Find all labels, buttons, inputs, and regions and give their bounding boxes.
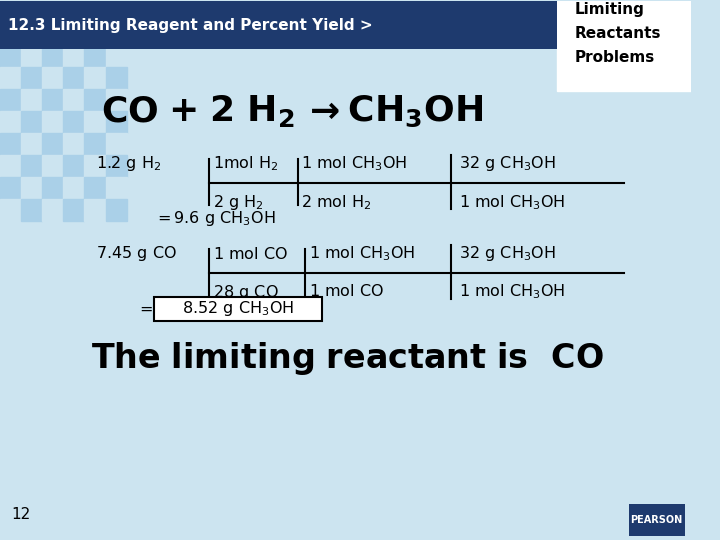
Bar bbox=[21, 133, 42, 155]
Text: $1.2\ \mathrm{g\ H_2}$: $1.2\ \mathrm{g\ H_2}$ bbox=[96, 154, 161, 173]
Bar bbox=[63, 67, 84, 89]
Text: $=$: $=$ bbox=[136, 300, 153, 317]
Bar bbox=[63, 111, 84, 133]
Bar bbox=[0, 177, 21, 199]
Bar bbox=[21, 23, 42, 45]
Bar bbox=[63, 155, 84, 177]
Bar bbox=[106, 155, 127, 177]
Bar bbox=[21, 111, 42, 133]
Bar bbox=[21, 199, 42, 221]
Bar bbox=[63, 89, 84, 111]
Text: Problems: Problems bbox=[574, 50, 654, 65]
Text: $28\ \mathrm{g\ CO}$: $28\ \mathrm{g\ CO}$ bbox=[213, 282, 279, 302]
Text: $1\ \mathrm{mol\ CO}$: $1\ \mathrm{mol\ CO}$ bbox=[213, 246, 288, 262]
Bar bbox=[42, 1, 63, 23]
Bar bbox=[84, 23, 106, 45]
Text: $= 9.6\ \mathrm{g\ CH_3OH}$: $= 9.6\ \mathrm{g\ CH_3OH}$ bbox=[153, 210, 275, 228]
Bar bbox=[84, 199, 106, 221]
Bar bbox=[21, 45, 42, 67]
Text: $7.45\ \mathrm{g\ CO}$: $7.45\ \mathrm{g\ CO}$ bbox=[96, 244, 177, 262]
Bar bbox=[106, 177, 127, 199]
Text: $\mathbf{\rightarrow}$: $\mathbf{\rightarrow}$ bbox=[302, 94, 340, 128]
Bar bbox=[0, 45, 21, 67]
Bar bbox=[106, 111, 127, 133]
Text: $\mathbf{+ \ 2 \ H_2}$: $\mathbf{+ \ 2 \ H_2}$ bbox=[168, 93, 295, 129]
Bar bbox=[0, 111, 21, 133]
Bar bbox=[629, 504, 685, 536]
Text: $8.52\ \mathrm{g\ CH_3OH}$: $8.52\ \mathrm{g\ CH_3OH}$ bbox=[181, 299, 294, 318]
Bar bbox=[557, 1, 691, 91]
Bar bbox=[84, 177, 106, 199]
Bar bbox=[106, 67, 127, 89]
Bar bbox=[42, 177, 63, 199]
Bar bbox=[63, 23, 84, 45]
Bar bbox=[42, 45, 63, 67]
Bar bbox=[42, 89, 63, 111]
Bar bbox=[63, 133, 84, 155]
Bar bbox=[84, 89, 106, 111]
Bar bbox=[84, 111, 106, 133]
Text: $1\mathrm{mol\ H_2}$: $1\mathrm{mol\ H_2}$ bbox=[213, 154, 279, 173]
Bar bbox=[106, 199, 127, 221]
Bar bbox=[84, 1, 106, 23]
Bar bbox=[106, 1, 127, 23]
Bar bbox=[0, 1, 557, 49]
Text: PEARSON: PEARSON bbox=[631, 515, 683, 525]
Text: $2\ \mathrm{mol\ H_2}$: $2\ \mathrm{mol\ H_2}$ bbox=[302, 193, 372, 212]
Bar bbox=[42, 199, 63, 221]
Bar bbox=[0, 199, 21, 221]
Text: $2\ \mathrm{g\ H_2}$: $2\ \mathrm{g\ H_2}$ bbox=[213, 193, 264, 212]
Bar bbox=[0, 67, 21, 89]
Text: $1\ \mathrm{mol\ CH_3OH}$: $1\ \mathrm{mol\ CH_3OH}$ bbox=[302, 154, 408, 173]
Text: $\mathbf{CO}$: $\mathbf{CO}$ bbox=[101, 94, 158, 128]
Bar bbox=[21, 155, 42, 177]
Text: Limiting: Limiting bbox=[574, 2, 644, 17]
Bar bbox=[106, 23, 127, 45]
Text: $\mathbf{The\ limiting\ reactant\ is}$  $\mathbf{CO}$: $\mathbf{The\ limiting\ reactant\ is}$ $… bbox=[91, 340, 604, 377]
Bar bbox=[84, 155, 106, 177]
Bar bbox=[0, 23, 21, 45]
Bar bbox=[106, 89, 127, 111]
Bar bbox=[42, 133, 63, 155]
Text: 12.3 Limiting Reagent and Percent Yield >: 12.3 Limiting Reagent and Percent Yield … bbox=[8, 18, 372, 33]
Bar bbox=[84, 133, 106, 155]
Text: $32\ \mathrm{g\ CH_3OH}$: $32\ \mathrm{g\ CH_3OH}$ bbox=[459, 154, 556, 173]
Bar bbox=[84, 67, 106, 89]
Text: 12: 12 bbox=[12, 507, 31, 522]
Text: $32\ \mathrm{g\ CH_3OH}$: $32\ \mathrm{g\ CH_3OH}$ bbox=[459, 244, 556, 262]
Bar bbox=[153, 296, 322, 321]
Bar bbox=[21, 67, 42, 89]
Bar bbox=[63, 1, 84, 23]
Bar bbox=[63, 177, 84, 199]
Bar bbox=[21, 177, 42, 199]
Bar bbox=[106, 133, 127, 155]
Bar bbox=[42, 155, 63, 177]
Text: $1\ \mathrm{mol\ CO}$: $1\ \mathrm{mol\ CO}$ bbox=[309, 282, 384, 300]
Bar bbox=[106, 45, 127, 67]
Text: $1\ \mathrm{mol\ CH_3OH}$: $1\ \mathrm{mol\ CH_3OH}$ bbox=[459, 193, 565, 212]
Text: Reactants: Reactants bbox=[574, 26, 661, 40]
Bar bbox=[42, 23, 63, 45]
Bar bbox=[21, 89, 42, 111]
Bar bbox=[63, 199, 84, 221]
Text: $1\ \mathrm{mol\ CH_3OH}$: $1\ \mathrm{mol\ CH_3OH}$ bbox=[309, 244, 415, 262]
Text: $1\ \mathrm{mol\ CH_3OH}$: $1\ \mathrm{mol\ CH_3OH}$ bbox=[459, 282, 565, 301]
Bar bbox=[0, 133, 21, 155]
Bar bbox=[42, 67, 63, 89]
Text: $\mathbf{\ CH_3OH}$: $\mathbf{\ CH_3OH}$ bbox=[336, 93, 483, 129]
Bar bbox=[63, 45, 84, 67]
Bar bbox=[42, 111, 63, 133]
Bar bbox=[84, 45, 106, 67]
Bar bbox=[0, 89, 21, 111]
Bar bbox=[0, 1, 21, 23]
Bar bbox=[21, 1, 42, 23]
Bar bbox=[0, 155, 21, 177]
